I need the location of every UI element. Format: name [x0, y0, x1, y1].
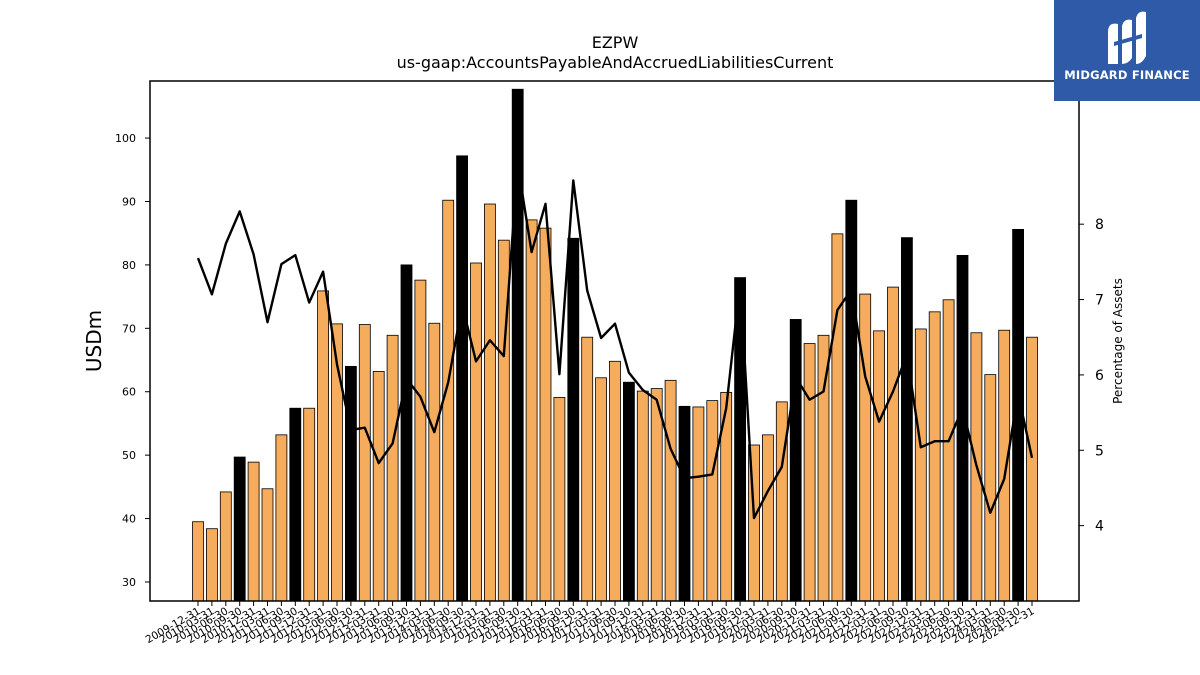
bar: [303, 407, 316, 602]
bar: [901, 237, 913, 602]
bar: [859, 293, 872, 602]
y2-tick-label: 6: [1095, 368, 1104, 384]
bar: [664, 379, 677, 602]
bar: [483, 203, 496, 602]
bar: [789, 319, 802, 602]
y-tick-label: 50: [122, 449, 136, 462]
bar: [1026, 336, 1038, 602]
line-series-path: [196, 162, 1034, 520]
bar: [247, 461, 260, 602]
y-tick-label: 40: [122, 513, 136, 526]
bar: [428, 322, 441, 602]
bar: [775, 401, 788, 602]
bar: [609, 360, 621, 602]
bar: [192, 521, 204, 602]
bar-series: [192, 88, 1038, 602]
bar: [914, 328, 927, 602]
bar: [581, 336, 594, 602]
line-series: [196, 162, 1034, 520]
y-axis-label: USDm: [82, 310, 106, 372]
bar: [942, 299, 955, 602]
bar: [525, 219, 538, 602]
y-tick-label: 80: [122, 259, 136, 272]
bar: [928, 311, 941, 602]
bar: [317, 290, 330, 602]
bar: [275, 434, 288, 602]
logo-mark-icon: [1108, 11, 1146, 65]
bar: [289, 407, 302, 602]
y2-tick-label: 8: [1095, 217, 1104, 233]
bar: [233, 456, 246, 602]
bar: [456, 155, 469, 602]
bar: [205, 528, 218, 602]
bar: [887, 286, 899, 602]
logo-text: MIDGARD FINANCE: [1064, 68, 1190, 82]
bar: [636, 390, 649, 602]
y2-axis-label: Percentage of Assets: [1111, 278, 1125, 404]
bar: [706, 400, 719, 602]
bar: [372, 371, 385, 602]
chart-subtitle: us-gaap:AccountsPayableAndAccruedLiabili…: [397, 53, 834, 72]
bar: [692, 406, 705, 602]
bar: [678, 405, 691, 602]
y-tick-label: 100: [115, 132, 136, 145]
bar: [984, 374, 997, 602]
bar: [219, 491, 232, 602]
axes: 30405060708090100456782009-12-312010-03-…: [115, 80, 1104, 646]
bar: [762, 434, 774, 602]
y-tick-label: 30: [122, 576, 136, 589]
bar: [470, 262, 482, 602]
bar: [344, 365, 357, 602]
y-tick-label: 60: [122, 386, 136, 399]
chart-title: EZPW: [592, 33, 639, 52]
bar: [831, 233, 844, 602]
bar: [386, 334, 399, 602]
bar: [803, 343, 816, 602]
y2-tick-label: 4: [1095, 519, 1104, 535]
bar: [873, 330, 885, 602]
bar: [400, 264, 413, 602]
bar: [650, 388, 663, 602]
bar: [998, 329, 1011, 602]
bar: [623, 381, 635, 602]
bar: [414, 279, 427, 602]
y-tick-label: 90: [122, 195, 136, 208]
bar: [595, 377, 607, 602]
bar: [567, 237, 580, 602]
bar: [358, 324, 371, 602]
bar: [845, 199, 858, 602]
y2-tick-label: 5: [1095, 443, 1104, 459]
y2-tick-label: 7: [1095, 293, 1104, 309]
bar: [261, 488, 274, 602]
bar: [539, 227, 552, 602]
y-tick-label: 70: [122, 322, 136, 335]
bar: [553, 397, 566, 602]
logo: MIDGARD FINANCE: [1054, 0, 1200, 101]
